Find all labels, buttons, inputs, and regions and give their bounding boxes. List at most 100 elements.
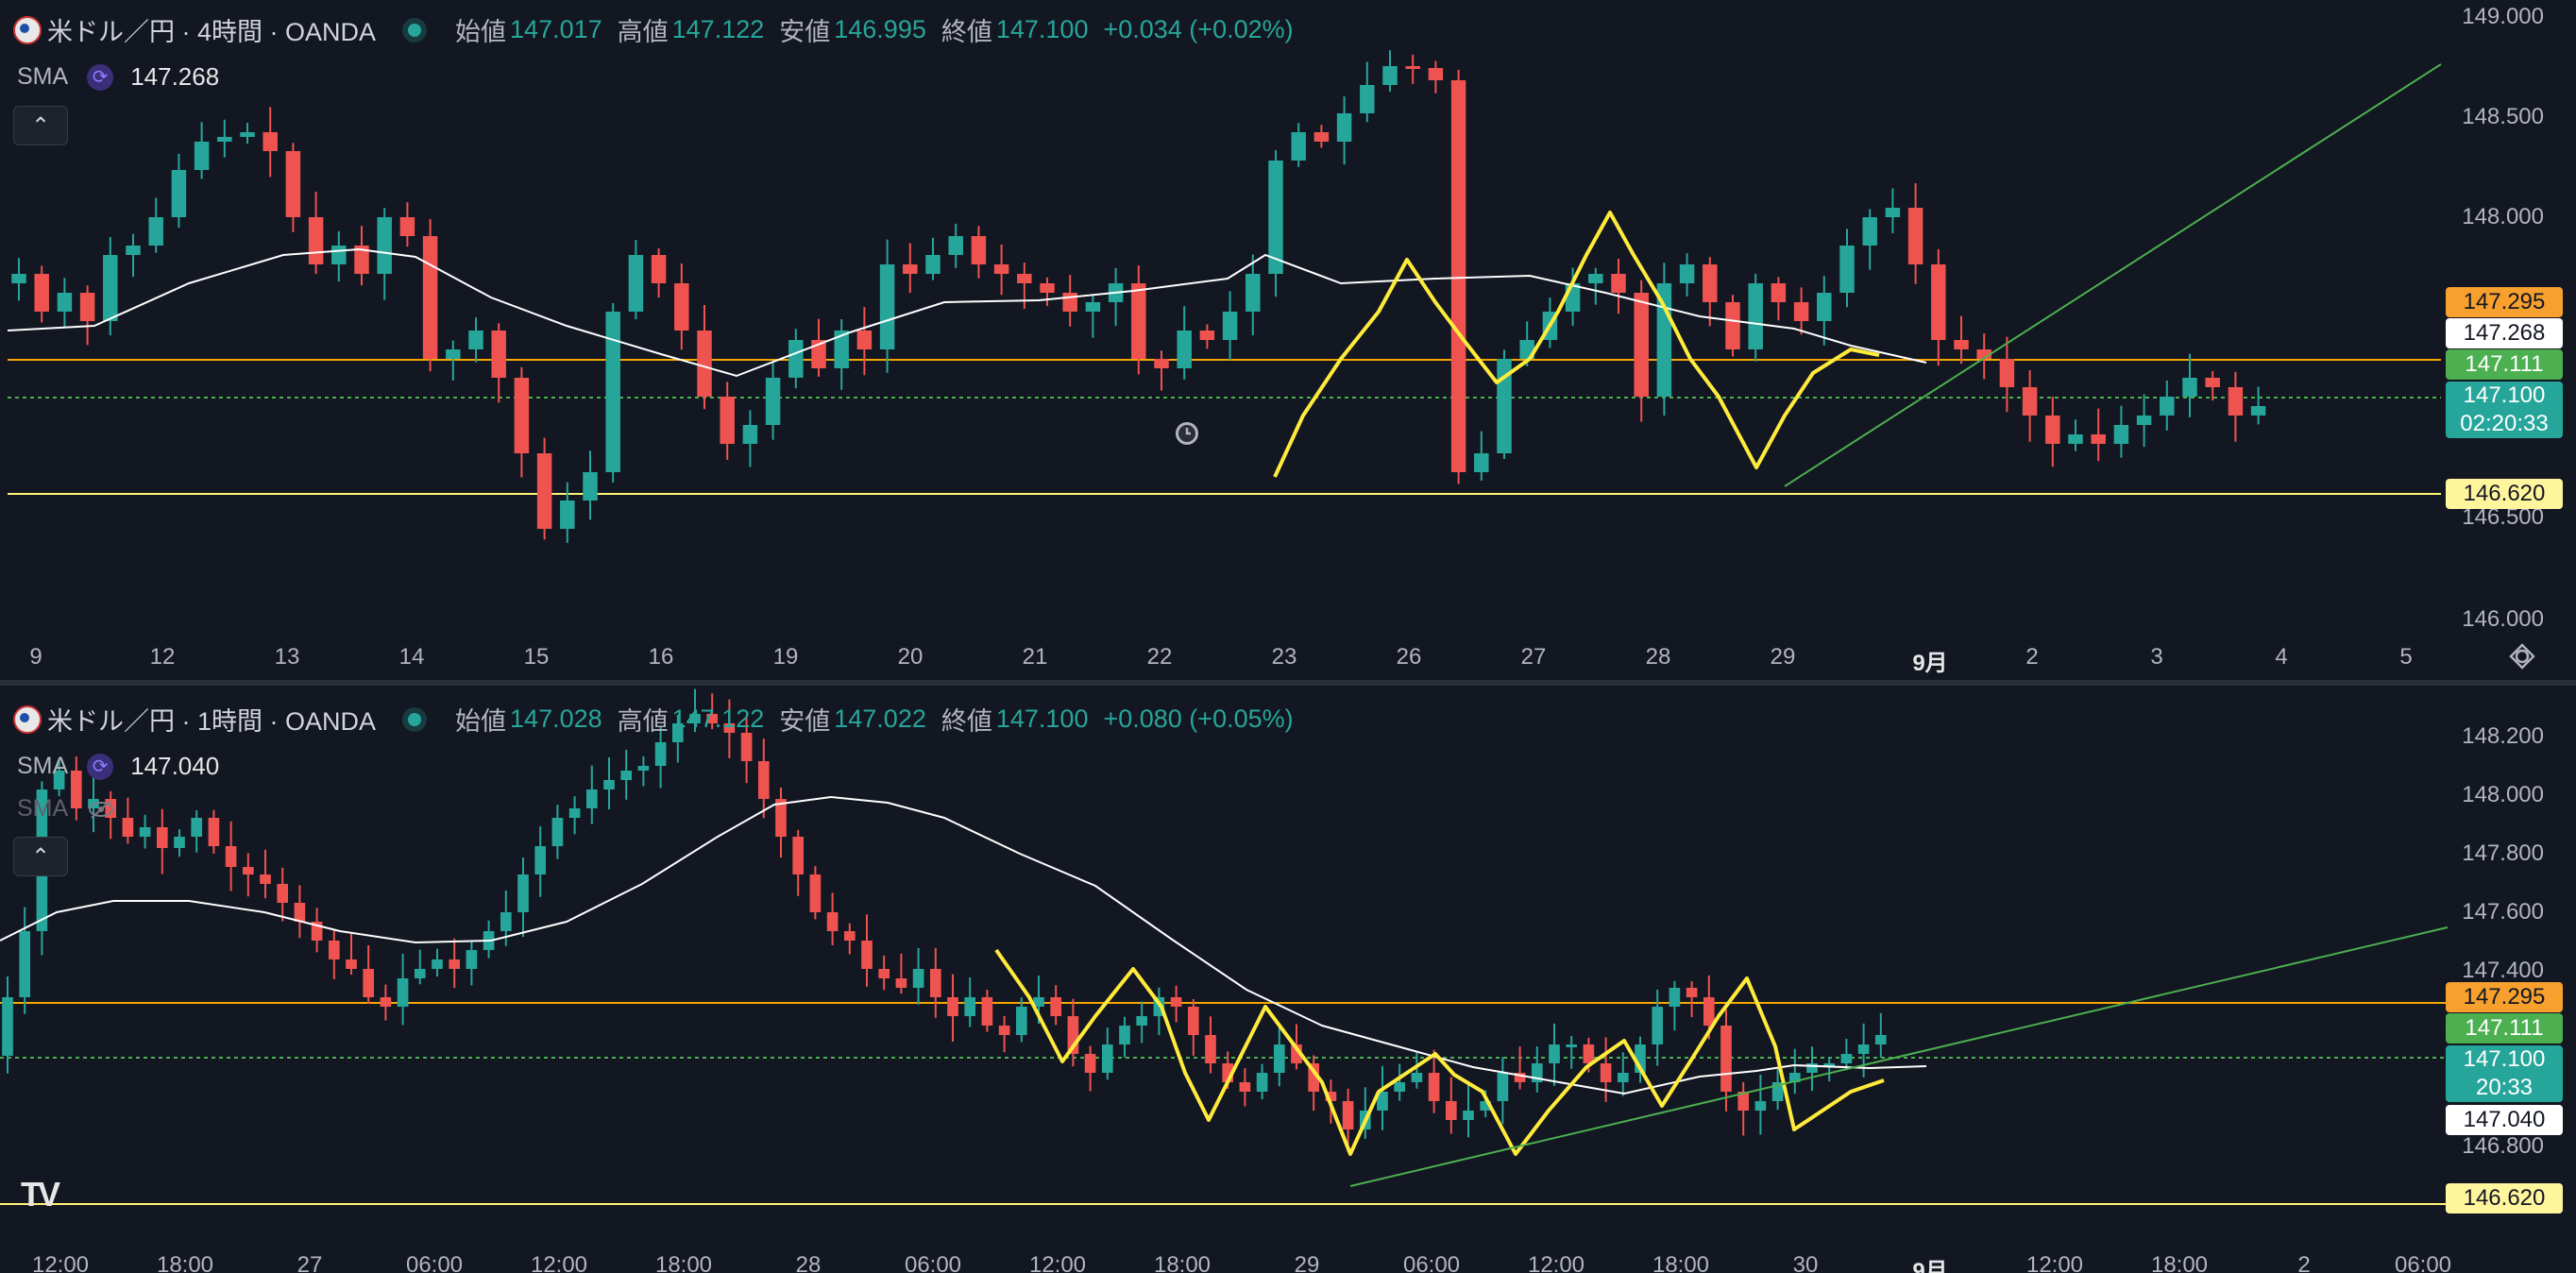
x-tick: 18:00 <box>2150 1252 2209 1273</box>
ohlc-close-label: 終値 <box>941 18 992 46</box>
x-tick: 16 <box>648 644 674 670</box>
candle-body <box>1428 68 1444 80</box>
indicator-sma-hidden[interactable]: SMA <box>17 795 115 823</box>
candle-body <box>1084 1054 1096 1073</box>
ohlc-high-label: 高値 <box>617 707 669 736</box>
pane-separator[interactable] <box>0 680 2576 686</box>
candle-body <box>1497 359 1512 453</box>
candle-body <box>948 236 963 255</box>
ohlc-open-value: 147.028 <box>510 704 602 733</box>
x-tick: 18:00 <box>1153 1252 1212 1273</box>
candle-body <box>947 997 958 1016</box>
candle-body <box>225 846 237 867</box>
indicator-name: SMA <box>17 753 69 779</box>
candle-body <box>449 959 461 969</box>
sma-line <box>0 795 1927 1095</box>
candle-body <box>1131 283 1146 359</box>
candle-body <box>1246 274 1261 312</box>
candle-body <box>1514 1073 1526 1082</box>
level-price-tag: 147.111 <box>2446 349 2563 380</box>
candle-body <box>583 472 598 501</box>
gear-icon[interactable] <box>2508 642 2536 670</box>
indicator-name: SMA <box>17 795 69 822</box>
ohlc-open-label: 始値 <box>455 707 507 736</box>
candle-body <box>1177 331 1192 368</box>
candle-body <box>1273 1044 1285 1073</box>
candle-body <box>1549 1044 1560 1063</box>
candle-body <box>1382 66 1398 85</box>
candle-body <box>19 931 31 997</box>
alarm-clock-icon[interactable] <box>1171 417 1203 450</box>
ohlc-close-value: 147.100 <box>995 15 1089 43</box>
candle-body <box>105 799 117 818</box>
y-tick: 147.800 <box>2462 840 2544 866</box>
x-tick: 12:00 <box>31 1252 90 1273</box>
candle-body <box>1033 997 1044 1007</box>
indicator-sma[interactable]: SMA ⟳ 147.040 <box>17 752 219 781</box>
ohlc-low-label: 安値 <box>779 707 831 736</box>
collapse-legend-button[interactable]: ⌃ <box>13 837 68 876</box>
candle-body <box>620 771 633 780</box>
candle-body <box>11 274 26 283</box>
currency-flag-icon <box>13 704 42 734</box>
x-tick: 13 <box>274 644 300 670</box>
symbol-title[interactable]: 米ドル／円 · 4時間 · OANDA <box>47 18 377 46</box>
x-tick: 18:00 <box>156 1252 214 1273</box>
refresh-icon[interactable]: ⟳ <box>87 753 114 780</box>
candle-body <box>277 884 289 903</box>
candle-body <box>377 217 392 274</box>
chart-pane-1h[interactable]: 米ドル／円 · 1時間 · OANDA 始値 147.028 高値 147.122 … <box>0 686 2576 1273</box>
x-tick: 06:00 <box>405 1252 464 1273</box>
candle-body <box>2 997 13 1056</box>
candle-body <box>1669 988 1681 1007</box>
candlestick-chart-4h[interactable] <box>0 0 2576 680</box>
candle-body <box>1806 1063 1818 1073</box>
collapse-legend-button[interactable]: ⌃ <box>13 106 68 145</box>
candle-body <box>1463 1111 1474 1120</box>
candle-body <box>1703 997 1715 1026</box>
x-tick-month: 9月 <box>1912 1259 1948 1273</box>
candle-body <box>260 874 271 884</box>
candle-body <box>346 959 357 969</box>
x-tick: 23 <box>1271 644 1297 670</box>
candle-body <box>742 425 758 444</box>
candle-body <box>1976 349 1991 359</box>
candle-body <box>834 331 849 368</box>
candle-body <box>1450 80 1466 472</box>
candlestick-chart-1h[interactable] <box>0 686 2576 1273</box>
x-tick-month: 9月 <box>1912 651 1948 676</box>
refresh-icon[interactable]: ⟳ <box>87 63 114 91</box>
candle-body <box>500 912 512 931</box>
candle-body <box>1600 1063 1612 1082</box>
candle-body <box>1136 1016 1148 1026</box>
x-tick: 15 <box>523 644 550 670</box>
x-tick: 21 <box>1022 644 1048 670</box>
candle-body <box>903 264 918 274</box>
candle-body <box>70 771 82 808</box>
ohlc-open-label: 始値 <box>455 18 507 46</box>
x-tick: 27 <box>1520 644 1547 670</box>
trend-line <box>1349 926 2449 1187</box>
candle-body <box>1823 1063 1836 1066</box>
candle-body <box>1999 359 2015 387</box>
chart-pane-4h[interactable]: 米ドル／円 · 4時間 · OANDA 始値 147.017 高値 147.122 … <box>0 0 2576 680</box>
candle-body <box>1256 1073 1268 1092</box>
eye-hidden-icon[interactable] <box>87 799 115 820</box>
candle-body <box>1187 1007 1199 1035</box>
x-tick: 5 <box>2399 644 2413 670</box>
candle-body <box>57 293 73 312</box>
ohlc-change-value: +0.080 (+0.05%) <box>1103 704 1294 733</box>
candle-body <box>912 969 924 988</box>
candle-body <box>1652 1007 1664 1044</box>
candle-body <box>1360 85 1375 113</box>
x-tick: 9 <box>29 644 42 670</box>
indicator-sma[interactable]: SMA ⟳ 147.268 <box>17 62 219 92</box>
symbol-title[interactable]: 米ドル／円 · 1時間 · OANDA <box>47 707 377 736</box>
x-tick: 18:00 <box>1652 1252 1710 1273</box>
candle-body <box>674 283 689 331</box>
candle-body <box>517 874 529 912</box>
candle-body <box>1748 283 1763 349</box>
candle-body <box>929 969 941 997</box>
candle-body <box>585 789 598 808</box>
candle-body <box>2205 378 2220 387</box>
